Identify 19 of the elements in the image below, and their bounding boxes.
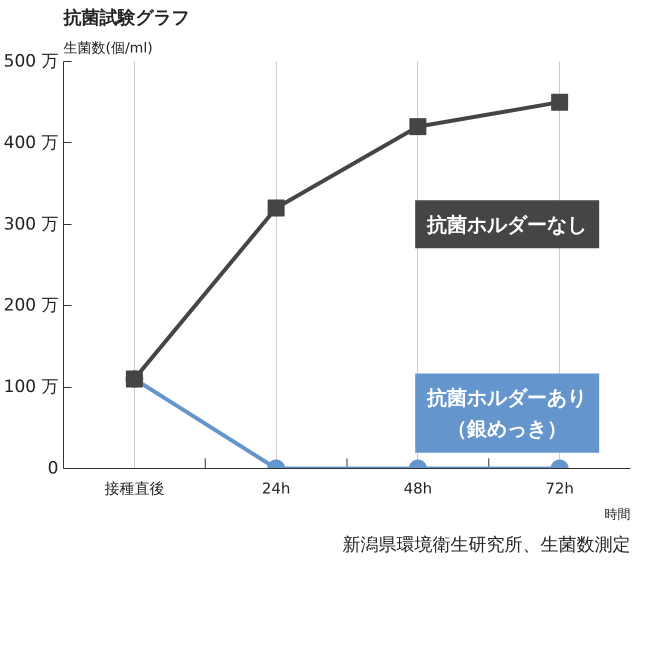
y-tick-label: 500 万: [4, 52, 59, 72]
x-axis-title: 時間: [604, 508, 630, 522]
chart-title: 抗菌試験グラフ: [62, 8, 190, 28]
x-tick-label: 24h: [262, 480, 290, 498]
point: [409, 118, 426, 136]
y-tick-label: 200 万: [4, 296, 59, 316]
y-tick-label: 0: [48, 458, 59, 478]
point: [551, 94, 568, 111]
y-tick-label: 100 万: [4, 377, 59, 398]
text: 抗菌ホルダーなし: [426, 212, 588, 236]
x-tick-label: 48h: [404, 480, 432, 498]
point: [268, 200, 285, 217]
text: 新潟県環境衛生研究所、生菌数測定: [342, 534, 630, 556]
y-tick-label: 400 万: [4, 132, 59, 153]
x-tick-label: 72h: [545, 480, 574, 498]
x-tick-label: 接種直後: [104, 480, 164, 498]
series-label: 抗菌ホルダーあり（銀めっき）: [426, 386, 588, 441]
y-tick-label: 300 万: [4, 214, 59, 234]
y-axis-title: 生菌数(個/ml): [64, 40, 153, 56]
